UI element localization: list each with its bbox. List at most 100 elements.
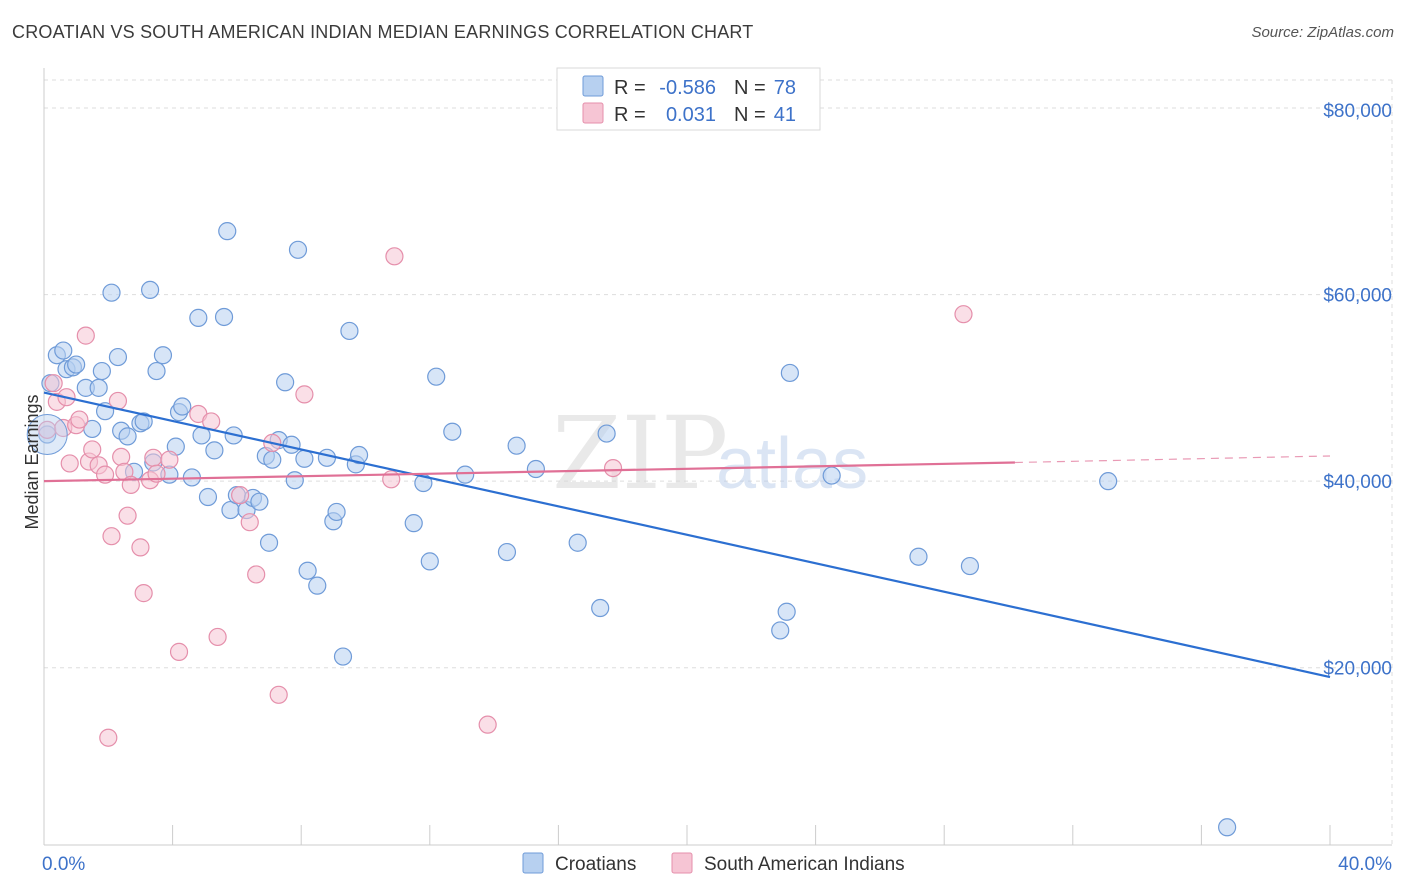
croatian-point — [89, 378, 108, 397]
croatian-point — [420, 552, 439, 571]
south-american-indian-point — [112, 447, 131, 467]
croatian-point — [295, 449, 314, 468]
croatian-point — [67, 355, 86, 374]
bottom-legend: Croatians South American Indians — [522, 852, 905, 875]
south-american-indian-point — [269, 685, 288, 704]
croatian-cluster-point — [26, 414, 68, 456]
bottom-legend-swatch-south-american-indians — [671, 852, 693, 874]
south-american-indian-point — [208, 627, 227, 647]
croatian-point — [960, 556, 980, 576]
legend-swatch-croatians — [582, 75, 604, 97]
croatian-point — [909, 547, 928, 566]
legend-swatch-south-american-indians — [582, 102, 604, 124]
south-american-indian-point — [131, 538, 150, 557]
croatian-point — [298, 561, 317, 580]
legend-n-label-2: N = — [734, 104, 766, 126]
croatian-point — [285, 471, 304, 490]
south-american-indian-point — [247, 565, 266, 584]
croatian-point — [507, 436, 526, 455]
croatian-point — [276, 373, 295, 392]
south-american-indian-point — [134, 584, 153, 603]
croatian-point — [288, 240, 308, 259]
south-american-indian-point — [102, 527, 121, 546]
croatian-point — [198, 487, 218, 507]
chart-title: CROATIAN VS SOUTH AMERICAN INDIAN MEDIAN… — [12, 22, 754, 42]
bottom-legend-croatians: Croatians — [555, 854, 636, 875]
south-american-indian-point — [385, 247, 404, 266]
croatian-point — [259, 533, 279, 552]
croatian-point — [189, 308, 208, 327]
points-layer — [26, 222, 1237, 837]
bottom-legend-south-american-indians: South American Indians — [704, 854, 905, 875]
croatian-point — [92, 361, 111, 381]
croatians-trend-line — [43, 391, 1331, 679]
south-american-indian-point — [603, 458, 623, 478]
croatian-point — [263, 450, 282, 469]
croatian-point — [340, 321, 359, 341]
south-american-indian-point — [44, 374, 63, 393]
legend-n-label-1: N = — [734, 77, 766, 99]
watermark-zip: ZIP — [552, 395, 728, 512]
legend-n-value-2: 41 — [774, 104, 796, 126]
y-tick-label: $40,000 — [1323, 472, 1392, 493]
croatian-point — [327, 502, 346, 522]
south-american-indian-point — [240, 513, 259, 532]
croatian-point — [108, 347, 128, 367]
south-american-indian-point — [76, 326, 95, 345]
legend-r-value-2: 0.031 — [666, 104, 716, 126]
chart-source: Source: ZipAtlas.com — [1251, 24, 1394, 41]
legend-r-label-1: R = — [614, 77, 646, 99]
south-american-indian-point — [70, 410, 89, 429]
croatian-point — [54, 341, 73, 360]
croatian-point — [173, 397, 192, 416]
croatian-point — [526, 459, 545, 479]
croatian-point — [771, 621, 790, 640]
croatian-point — [1218, 818, 1237, 837]
south-american-indian-point — [83, 440, 102, 459]
y-axis-label: Median Earnings — [22, 394, 42, 529]
watermark: ZIP atlas — [552, 395, 868, 512]
croatian-point — [780, 363, 799, 383]
croatian-point — [1099, 472, 1118, 491]
croatian-point — [134, 412, 153, 431]
x-tick-label-min: 0.0% — [42, 854, 85, 875]
south-american-indian-point — [60, 454, 79, 473]
croatian-point — [308, 576, 327, 595]
croatian-point — [597, 424, 616, 443]
croatian-point — [349, 445, 369, 465]
trend-layer — [43, 391, 1331, 679]
south-american-indian-point — [478, 715, 497, 734]
south-american-indian-point — [144, 448, 163, 467]
legend-r-label-2: R = — [614, 104, 646, 126]
croatian-point — [568, 533, 587, 552]
legend-r-value-1: -0.586 — [659, 77, 716, 99]
south-american-indian-point — [954, 305, 973, 324]
south-american-indians-trend-line — [43, 461, 1015, 483]
x-tick-label-max: 40.0% — [1338, 854, 1392, 875]
south-american-indians-trend-extension — [1014, 455, 1331, 464]
watermark-atlas: atlas — [716, 424, 868, 504]
croatian-point — [147, 361, 166, 381]
y-tick-label: $60,000 — [1323, 286, 1392, 307]
croatian-point — [427, 367, 446, 386]
croatian-point — [205, 441, 224, 460]
croatian-point — [443, 422, 462, 441]
croatian-point — [218, 222, 237, 241]
croatian-point — [777, 602, 796, 621]
croatian-point — [333, 647, 353, 666]
south-american-indian-point — [99, 728, 118, 747]
croatian-point — [214, 307, 234, 327]
top-legend: R = -0.586 N = 78 R = 0.031 N = 41 — [556, 67, 821, 131]
croatian-point — [102, 283, 121, 302]
croatian-point — [404, 514, 423, 533]
croatian-point — [497, 542, 517, 562]
south-american-indian-point — [160, 450, 179, 469]
south-american-indian-point — [169, 642, 189, 661]
croatian-point — [153, 346, 173, 365]
south-american-indian-point — [118, 506, 137, 525]
croatian-point — [282, 435, 301, 454]
axis-layer: $20,000 $40,000 $60,000 $80,000 0.0% 40.0% — [42, 68, 1392, 875]
croatian-point — [822, 466, 841, 485]
croatian-point — [317, 448, 337, 467]
